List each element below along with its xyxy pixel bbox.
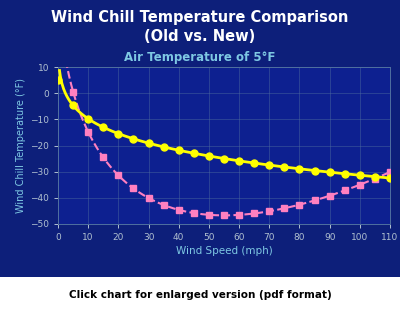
- Text: Click chart for enlarged version (pdf format): Click chart for enlarged version (pdf fo…: [69, 290, 331, 300]
- Text: Air Temperature of 5°F: Air Temperature of 5°F: [124, 51, 276, 64]
- Y-axis label: Wind Chill Temperature (°F): Wind Chill Temperature (°F): [16, 78, 26, 213]
- Text: (Old vs. New): (Old vs. New): [144, 29, 256, 44]
- Text: Wind Chill Temperature Comparison: Wind Chill Temperature Comparison: [51, 10, 349, 25]
- X-axis label: Wind Speed (mph): Wind Speed (mph): [176, 246, 272, 256]
- Legend: Old Wind Chill Formula, New Wind Chill Formula: Old Wind Chill Formula, New Wind Chill F…: [72, 284, 376, 301]
